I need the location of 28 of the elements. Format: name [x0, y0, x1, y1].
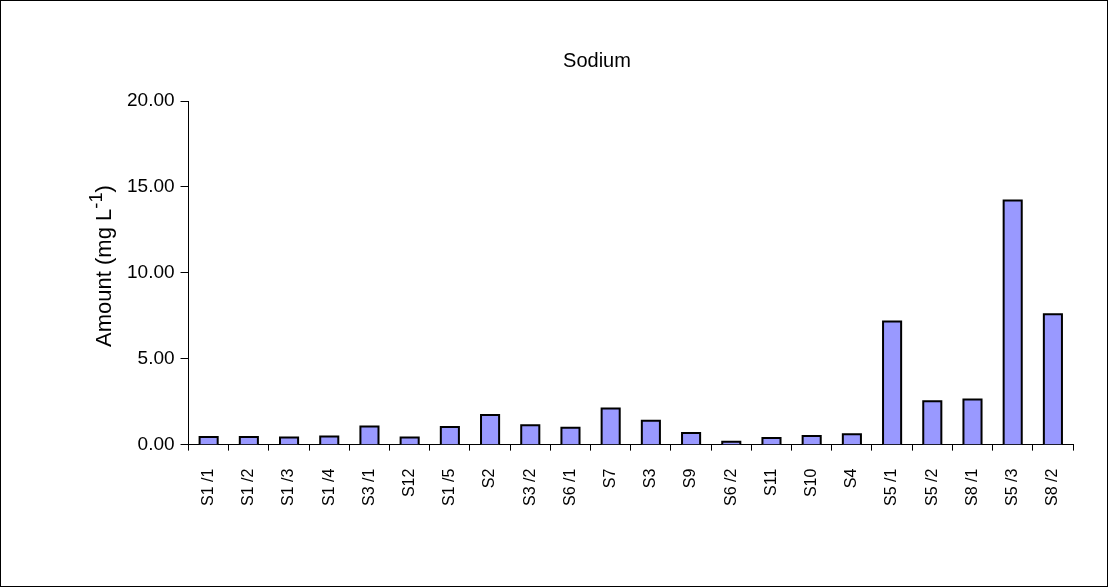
- y-tick-label: 0.00: [137, 432, 175, 454]
- x-tick-label: S3: [641, 468, 659, 489]
- x-tick-label: S5 /1: [882, 468, 900, 506]
- x-tick-label: S9: [681, 468, 699, 489]
- x-tick-label: S10: [802, 468, 820, 498]
- x-tick-label: S11: [761, 468, 779, 496]
- chart-title: Sodium: [563, 48, 631, 71]
- x-tick-label: S7: [601, 468, 619, 489]
- x-tick-label: S3 /2: [520, 468, 538, 506]
- y-tick-label: 15.00: [127, 175, 175, 197]
- y-tick-label: 10.00: [127, 261, 175, 283]
- y-tick-label: 20.00: [127, 89, 175, 111]
- x-tick-label: S4: [842, 468, 860, 489]
- x-tick-label: S1 /5: [440, 468, 458, 506]
- x-tick-label: S3 /1: [359, 468, 377, 506]
- x-tick-label: S1 /2: [239, 468, 257, 506]
- x-tick-label: S2: [480, 468, 498, 489]
- x-tick-label: S1 /1: [199, 468, 217, 506]
- x-tick-label: S5 /2: [922, 468, 940, 506]
- x-tick-label: S12: [400, 468, 418, 498]
- x-tick-label: S6 /1: [560, 468, 578, 506]
- x-tick-label: S8 /2: [1043, 468, 1061, 506]
- x-tick-label: S1 /4: [319, 468, 337, 506]
- x-tick-label: S8 /1: [962, 468, 980, 506]
- x-tick-label: S5 /3: [1003, 468, 1021, 506]
- x-tick-label: S6 /2: [721, 468, 739, 506]
- x-tick-label: S1 /3: [279, 468, 297, 506]
- y-tick-label: 5.00: [137, 346, 175, 368]
